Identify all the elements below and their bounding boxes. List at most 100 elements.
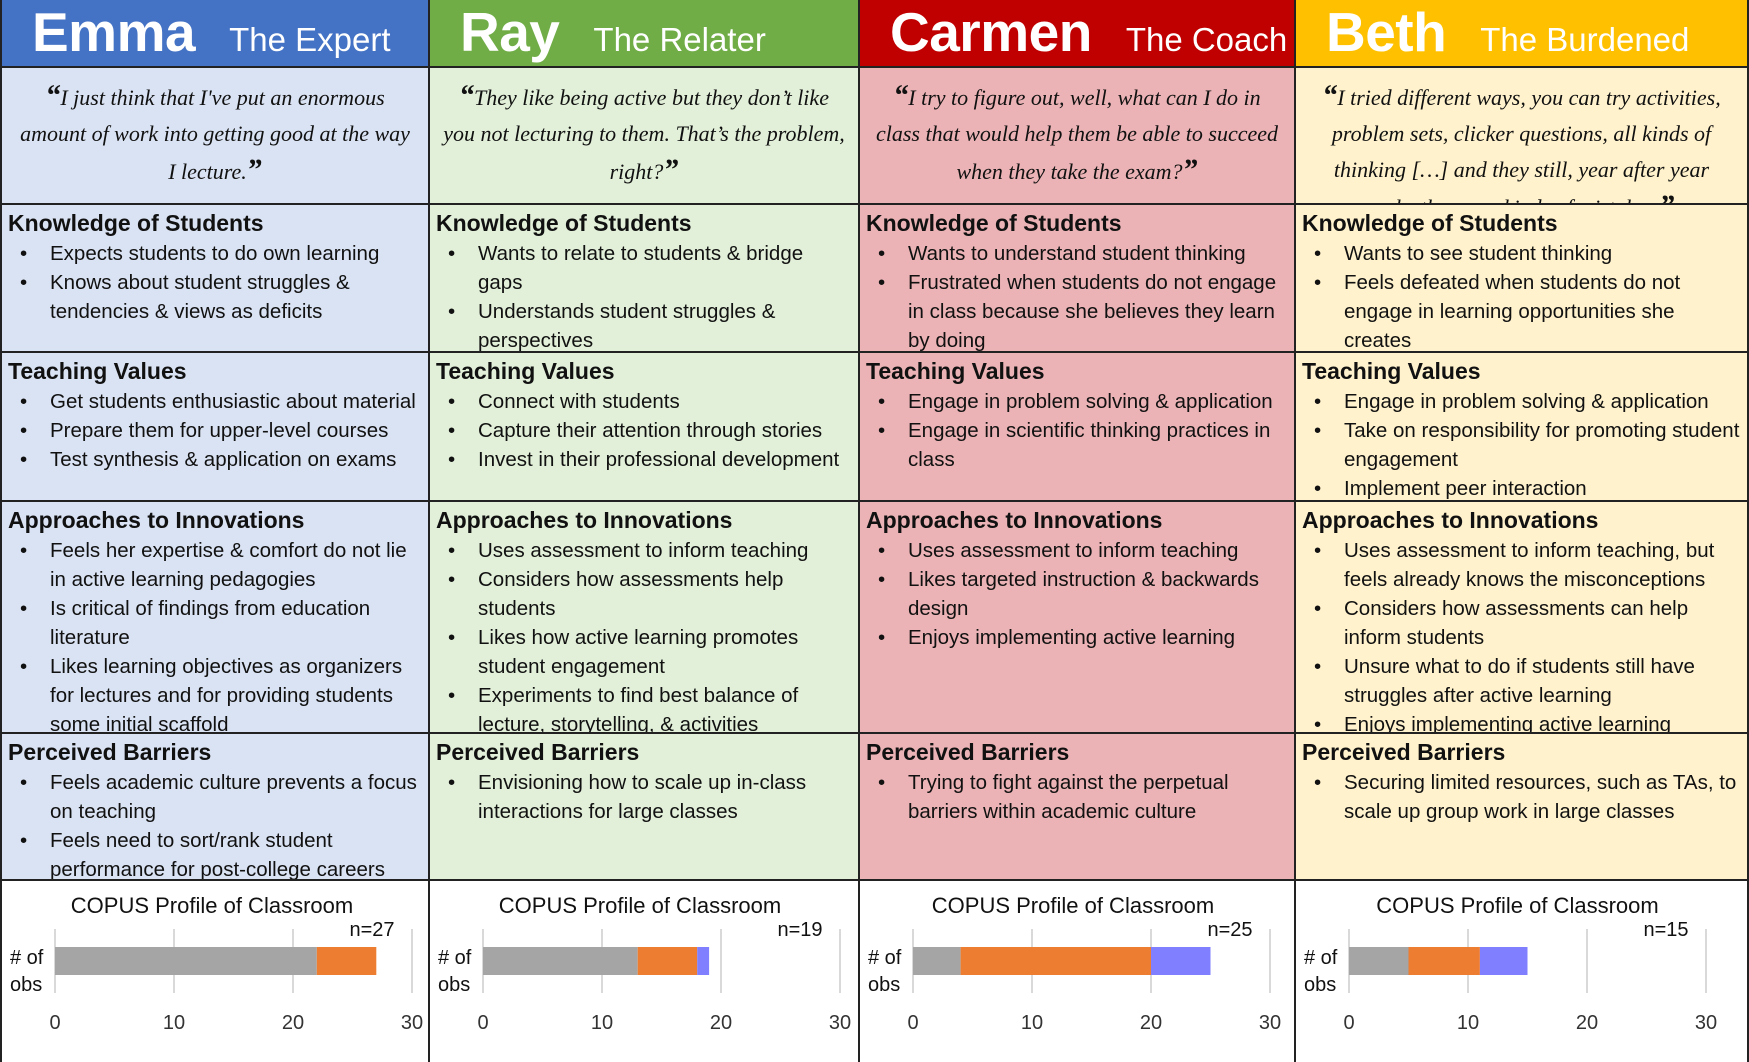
- x-tick-label: 30: [1695, 1012, 1717, 1034]
- y-axis-label-line2: obs: [1304, 974, 1336, 996]
- persona-column-emma: Emma The Expert “I just think that I've pu…: [0, 0, 430, 1062]
- bullet-list: Connect with studentsCapture their atten…: [436, 387, 852, 474]
- bar-segment-orange: [637, 947, 698, 975]
- bullet-list: Engage in problem solving & applicationT…: [1302, 387, 1741, 500]
- bullet-item: Feels need to sort/rank student performa…: [8, 826, 422, 879]
- section-approaches-to-innovations: Approaches to Innovations Uses assessment…: [860, 502, 1294, 734]
- bullet-item: Prepare them for upper-level courses: [8, 416, 422, 445]
- bullet-list: Securing limited resources, such as TAs,…: [1302, 768, 1741, 826]
- bullet-item: Likes targeted instruction & backwards d…: [866, 565, 1288, 623]
- bullet-item: Feels defeated when students do not enga…: [1302, 268, 1741, 351]
- section-title: Perceived Barriers: [1302, 739, 1506, 765]
- section-perceived-barriers: Perceived Barriers Feels academic culture…: [2, 734, 428, 881]
- persona-header: Ray The Relater: [430, 0, 858, 66]
- persona-name: Carmen: [890, 1, 1092, 63]
- sample-size-label: n=15: [1643, 919, 1688, 941]
- bullet-list: Feels her expertise & comfort do not lie…: [8, 536, 422, 732]
- bullet-item: Connect with students: [436, 387, 852, 416]
- bar-segment-blue: [1151, 947, 1211, 975]
- bullet-item: Feels academic culture prevents a focus …: [8, 768, 422, 826]
- bullet-item: Engage in scientific thinking practices …: [866, 416, 1288, 474]
- bullet-item: Envisioning how to scale up in-class int…: [436, 768, 852, 826]
- section-teaching-values: Teaching Values Connect with studentsCapt…: [430, 353, 858, 502]
- bullet-item: Experiments to find best balance of lect…: [436, 681, 852, 732]
- x-tick-label: 10: [591, 1012, 613, 1034]
- x-tick-label: 10: [1021, 1012, 1043, 1034]
- y-axis-label-line1: # of: [1304, 947, 1338, 969]
- x-tick-label: 30: [401, 1012, 423, 1034]
- bullet-list: Trying to fight against the perpetual ba…: [866, 768, 1288, 826]
- bullet-item: Wants to relate to students & bridge gap…: [436, 239, 852, 297]
- section-title: Teaching Values: [866, 358, 1045, 384]
- copus-chart: COPUS Profile of Classroom n=15 # of obs 0 10…: [1296, 881, 1747, 1059]
- section-knowledge-of-students: Knowledge of Students Wants to understand…: [860, 205, 1294, 353]
- bullet-list: Engage in problem solving & applicationE…: [866, 387, 1288, 474]
- sample-size-label: n=19: [777, 919, 822, 941]
- section-knowledge-of-students: Knowledge of Students Wants to see studen…: [1296, 205, 1747, 353]
- bullet-item: Invest in their professional development: [436, 445, 852, 474]
- bullet-item: Test synthesis & application on exams: [8, 445, 422, 474]
- bullet-item: Capture their attention through stories: [436, 416, 852, 445]
- quote-text: I just think that I've put an enormous a…: [20, 85, 410, 184]
- bar-segment-orange: [1408, 947, 1480, 975]
- quote-text: They like being active but they don’t li…: [443, 85, 845, 184]
- section-title: Perceived Barriers: [8, 739, 212, 765]
- bullet-item: Likes learning objectives as organizers …: [8, 652, 422, 732]
- x-tick-label: 20: [710, 1012, 732, 1034]
- open-quote-mark: “: [45, 79, 61, 112]
- bullet-list: Envisioning how to scale up in-class int…: [436, 768, 852, 826]
- section-title: Knowledge of Students: [8, 210, 264, 236]
- open-quote-mark: “: [893, 79, 909, 112]
- x-tick-label: 20: [282, 1012, 304, 1034]
- persona-name: Ray: [460, 1, 560, 63]
- close-quote-mark: ”: [1182, 153, 1198, 186]
- x-tick-label: 20: [1576, 1012, 1598, 1034]
- bullet-item: Considers how assessments help students: [436, 565, 852, 623]
- persona-quote: “I tried different ways, you can try act…: [1296, 66, 1747, 205]
- bullet-item: Frustrated when students do not engage i…: [866, 268, 1288, 351]
- copus-chart: COPUS Profile of Classroom n=25 # of obs 0 10…: [860, 881, 1294, 1059]
- persona-header: Emma The Expert: [2, 0, 428, 66]
- x-tick-label: 0: [49, 1012, 60, 1034]
- chart-title: COPUS Profile of Classroom: [932, 893, 1214, 918]
- section-title: Knowledge of Students: [436, 210, 692, 236]
- section-title: Teaching Values: [1302, 358, 1481, 384]
- x-tick-label: 10: [1457, 1012, 1479, 1034]
- persona-column-carmen: Carmen The Coach “I try to figure out, wel…: [860, 0, 1296, 1062]
- open-quote-mark: “: [1322, 79, 1338, 112]
- section-title: Knowledge of Students: [1302, 210, 1558, 236]
- x-tick-label: 20: [1140, 1012, 1162, 1034]
- section-teaching-values: Teaching Values Engage in problem solving…: [860, 353, 1294, 502]
- bullet-item: Understands student struggles & perspect…: [436, 297, 852, 351]
- bullet-item: Considers how assessments can help infor…: [1302, 594, 1741, 652]
- bullet-list: Wants to understand student thinkingFrus…: [866, 239, 1288, 351]
- close-quote-mark: ”: [1659, 189, 1674, 203]
- section-approaches-to-innovations: Approaches to Innovations Feels her exper…: [2, 502, 428, 734]
- x-tick-label: 30: [1259, 1012, 1281, 1034]
- bar-segment-orange: [316, 947, 377, 975]
- bullet-item: Uses assessment to inform teaching: [866, 536, 1288, 565]
- section-title: Knowledge of Students: [866, 210, 1122, 236]
- bullet-item: Enjoys implementing active learning: [1302, 710, 1741, 732]
- bullet-item: Trying to fight against the perpetual ba…: [866, 768, 1288, 826]
- y-axis-label-line2: obs: [868, 974, 900, 996]
- persona-name: Emma: [32, 1, 196, 63]
- section-title: Approaches to Innovations: [1302, 507, 1599, 533]
- x-tick-label: 30: [829, 1012, 851, 1034]
- quote-text: I try to figure out, well, what can I do…: [875, 85, 1279, 184]
- section-knowledge-of-students: Knowledge of Students Wants to relate to …: [430, 205, 858, 353]
- persona-quote: “I try to figure out, well, what can I d…: [860, 66, 1294, 205]
- bullet-item: Take on responsibility for promoting stu…: [1302, 416, 1741, 474]
- bullet-item: Expects students to do own learning: [8, 239, 422, 268]
- bar-segment-orange: [960, 947, 1151, 975]
- bullet-item: Unsure what to do if students still have…: [1302, 652, 1741, 710]
- persona-name: Beth: [1326, 1, 1447, 63]
- section-title: Perceived Barriers: [866, 739, 1070, 765]
- section-teaching-values: Teaching Values Get students enthusiastic…: [2, 353, 428, 502]
- bullet-list: Wants to see student thinkingFeels defea…: [1302, 239, 1741, 351]
- section-title: Teaching Values: [436, 358, 615, 384]
- persona-header: Beth The Burdened: [1296, 0, 1747, 66]
- quote-text: I tried different ways, you can try acti…: [1331, 85, 1721, 203]
